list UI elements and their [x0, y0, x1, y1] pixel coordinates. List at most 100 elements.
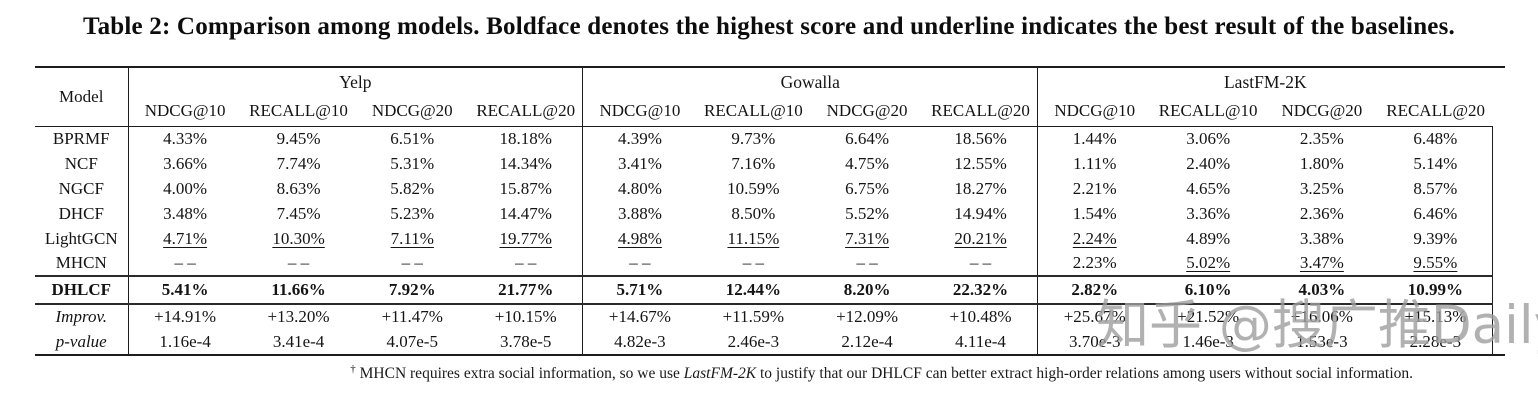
table-cell: 6.75% — [845, 178, 890, 198]
table-row: p-value 1.16e-4 3.41e-4 4.07e-5 3.78e-5 4.82e… — [35, 329, 1493, 354]
table-cell: 1.16e-4 — [159, 331, 211, 351]
table-cell: – – — [401, 253, 423, 272]
table-cell: – – — [923, 251, 1039, 276]
group-header-gowalla: Gowalla — [582, 68, 1039, 96]
footnote-text-after: to justify that our DHLCF can better ext… — [756, 365, 1413, 383]
table-cell: +21.52% — [1177, 307, 1240, 326]
table-header: Model Yelp Gowalla LastFM-2K NDCG@10 REC… — [35, 68, 1493, 126]
table-cell: 9.55% — [1378, 251, 1493, 276]
table-cell: 5.82% — [390, 178, 435, 198]
table-cell: 10.59% — [727, 178, 780, 198]
table-cell: 15.87% — [469, 176, 584, 201]
table-cell: 4.07e-5 — [386, 331, 438, 351]
table-cell: 5.41% — [161, 280, 209, 299]
underlined-value: 20.21% — [954, 228, 1007, 248]
table-cell: +10.48% — [923, 304, 1039, 329]
underlined-value: 9.55% — [1413, 253, 1458, 272]
underlined-value: 10.30% — [272, 228, 325, 248]
underlined-value: 11.15% — [727, 228, 780, 248]
metric-header: NDCG@20 — [1281, 100, 1363, 120]
table-cell: 3.47% — [1265, 251, 1379, 276]
comparison-table: Model Yelp Gowalla LastFM-2K NDCG@10 REC… — [35, 68, 1493, 354]
table-cell: 2.24% — [1038, 226, 1152, 251]
underlined-value: 4.71% — [163, 228, 208, 248]
table-cell: 6.64% — [845, 128, 890, 148]
metric-header: RECALL@10 — [1158, 100, 1258, 120]
table-cell: 1.80% — [1299, 153, 1344, 173]
table-cell: +16.06% — [1290, 307, 1353, 326]
table-cell: +25.67% — [1063, 307, 1126, 326]
table-cell: 4.82e-3 — [614, 331, 666, 351]
table-cell: 7.45% — [276, 203, 321, 223]
table-cell: 5.23% — [390, 203, 435, 223]
underlined-value: 19.77% — [499, 228, 552, 248]
table-cell: 7.92% — [388, 280, 436, 299]
table-cell: 5.52% — [845, 203, 890, 223]
table-cell: 18.18% — [469, 126, 584, 151]
table-row: DHLCF 5.41% 11.66% 7.92% 21.77% 5.71% 12.44% 8.… — [35, 276, 1493, 304]
table-cell: 4.98% — [583, 226, 697, 251]
table-cell: +11.47% — [381, 307, 443, 326]
table-cell: 6.51% — [390, 128, 435, 148]
table-cell: 2.46e-3 — [727, 331, 780, 351]
table-cell: 2.23% — [1072, 253, 1117, 272]
table-cell: 8.57% — [1378, 176, 1493, 201]
comparison-table-wrapper: Model Yelp Gowalla LastFM-2K NDCG@10 REC… — [35, 66, 1505, 356]
metric-header: RECALL@10 — [249, 100, 348, 120]
table-cell: 8.63% — [276, 178, 321, 198]
table-caption: Table 2: Comparison among models. Boldfa… — [82, 13, 1455, 40]
table-cell: +14.67% — [608, 307, 671, 326]
statistics-rows: Improv. +14.91% +13.20% +11.47% +10.15% +14.6… — [35, 304, 1493, 354]
table-cell: 9.45% — [276, 128, 321, 148]
table-footnote: † MHCN requires extra social information… — [0, 363, 1413, 383]
table-cell: 4.65% — [1186, 178, 1231, 198]
table-cell: – – — [629, 253, 651, 272]
underlined-value: 3.47% — [1299, 253, 1344, 272]
group-header-yelp: Yelp — [128, 68, 584, 96]
table-cell: 3.41% — [617, 153, 662, 173]
group-header-row: Model Yelp Gowalla LastFM-2K — [35, 68, 1493, 126]
row-label: p-value — [35, 329, 129, 354]
table-cell: 2.40% — [1186, 153, 1231, 173]
table-cell: 3.06% — [1186, 128, 1231, 148]
table-cell: 6.10% — [1184, 280, 1232, 299]
table-cell: 4.39% — [617, 128, 662, 148]
table-row: BPRMF 4.33% 9.45% 6.51% 18.18% 4.39% 9.73% 6.64… — [35, 126, 1493, 151]
row-label: DHCF — [35, 201, 129, 226]
dagger-mark: † — [350, 363, 356, 375]
table-cell: 6.46% — [1378, 201, 1493, 226]
table-cell: 4.11e-4 — [923, 329, 1039, 354]
table-cell: 4.03% — [1298, 280, 1346, 299]
table-cell: 1.44% — [1072, 128, 1117, 148]
table-cell: 2.28e-3 — [1378, 329, 1493, 354]
metric-header: RECALL@20 — [923, 96, 1039, 126]
underlined-value: 4.98% — [617, 228, 662, 248]
table-cell: – – — [174, 253, 196, 272]
table-cell: 21.77% — [469, 276, 584, 304]
table-row: Improv. +14.91% +13.20% +11.47% +10.15% +14.6… — [35, 304, 1493, 329]
table-cell: +10.15% — [469, 304, 584, 329]
table-cell: 4.89% — [1186, 228, 1231, 248]
metric-header: RECALL@20 — [1386, 100, 1485, 120]
table-cell: 2.36% — [1299, 203, 1344, 223]
table-cell: 2.82% — [1071, 280, 1119, 299]
table-cell: 18.56% — [923, 126, 1039, 151]
footnote-dataset-name: LastFM-2K — [683, 365, 757, 383]
row-label: NGCF — [35, 176, 129, 201]
table-cell: 4.80% — [617, 178, 662, 198]
underlined-value: 7.31% — [845, 228, 890, 248]
table-cell: 12.55% — [923, 151, 1039, 176]
table-row: NGCF 4.00% 8.63% 5.82% 15.87% 4.80% 10.59% 6.75… — [35, 176, 1493, 201]
table-cell: 4.75% — [845, 153, 890, 173]
table-cell: 3.38% — [1299, 228, 1344, 248]
table-cell: 7.16% — [731, 153, 776, 173]
table-cell: 18.27% — [923, 176, 1039, 201]
table-cell: 1.46e-3 — [1182, 331, 1234, 351]
table-cell: 10.99% — [1378, 276, 1493, 304]
table-cell: 1.54% — [1072, 203, 1117, 223]
underlined-value: 2.24% — [1072, 228, 1117, 248]
row-label: MHCN — [35, 251, 129, 276]
table-cell: 6.48% — [1378, 126, 1493, 151]
table-row: MHCN – – – – – – – – – – – – – – – – 2.23% 5.02% 3.… — [35, 251, 1493, 276]
